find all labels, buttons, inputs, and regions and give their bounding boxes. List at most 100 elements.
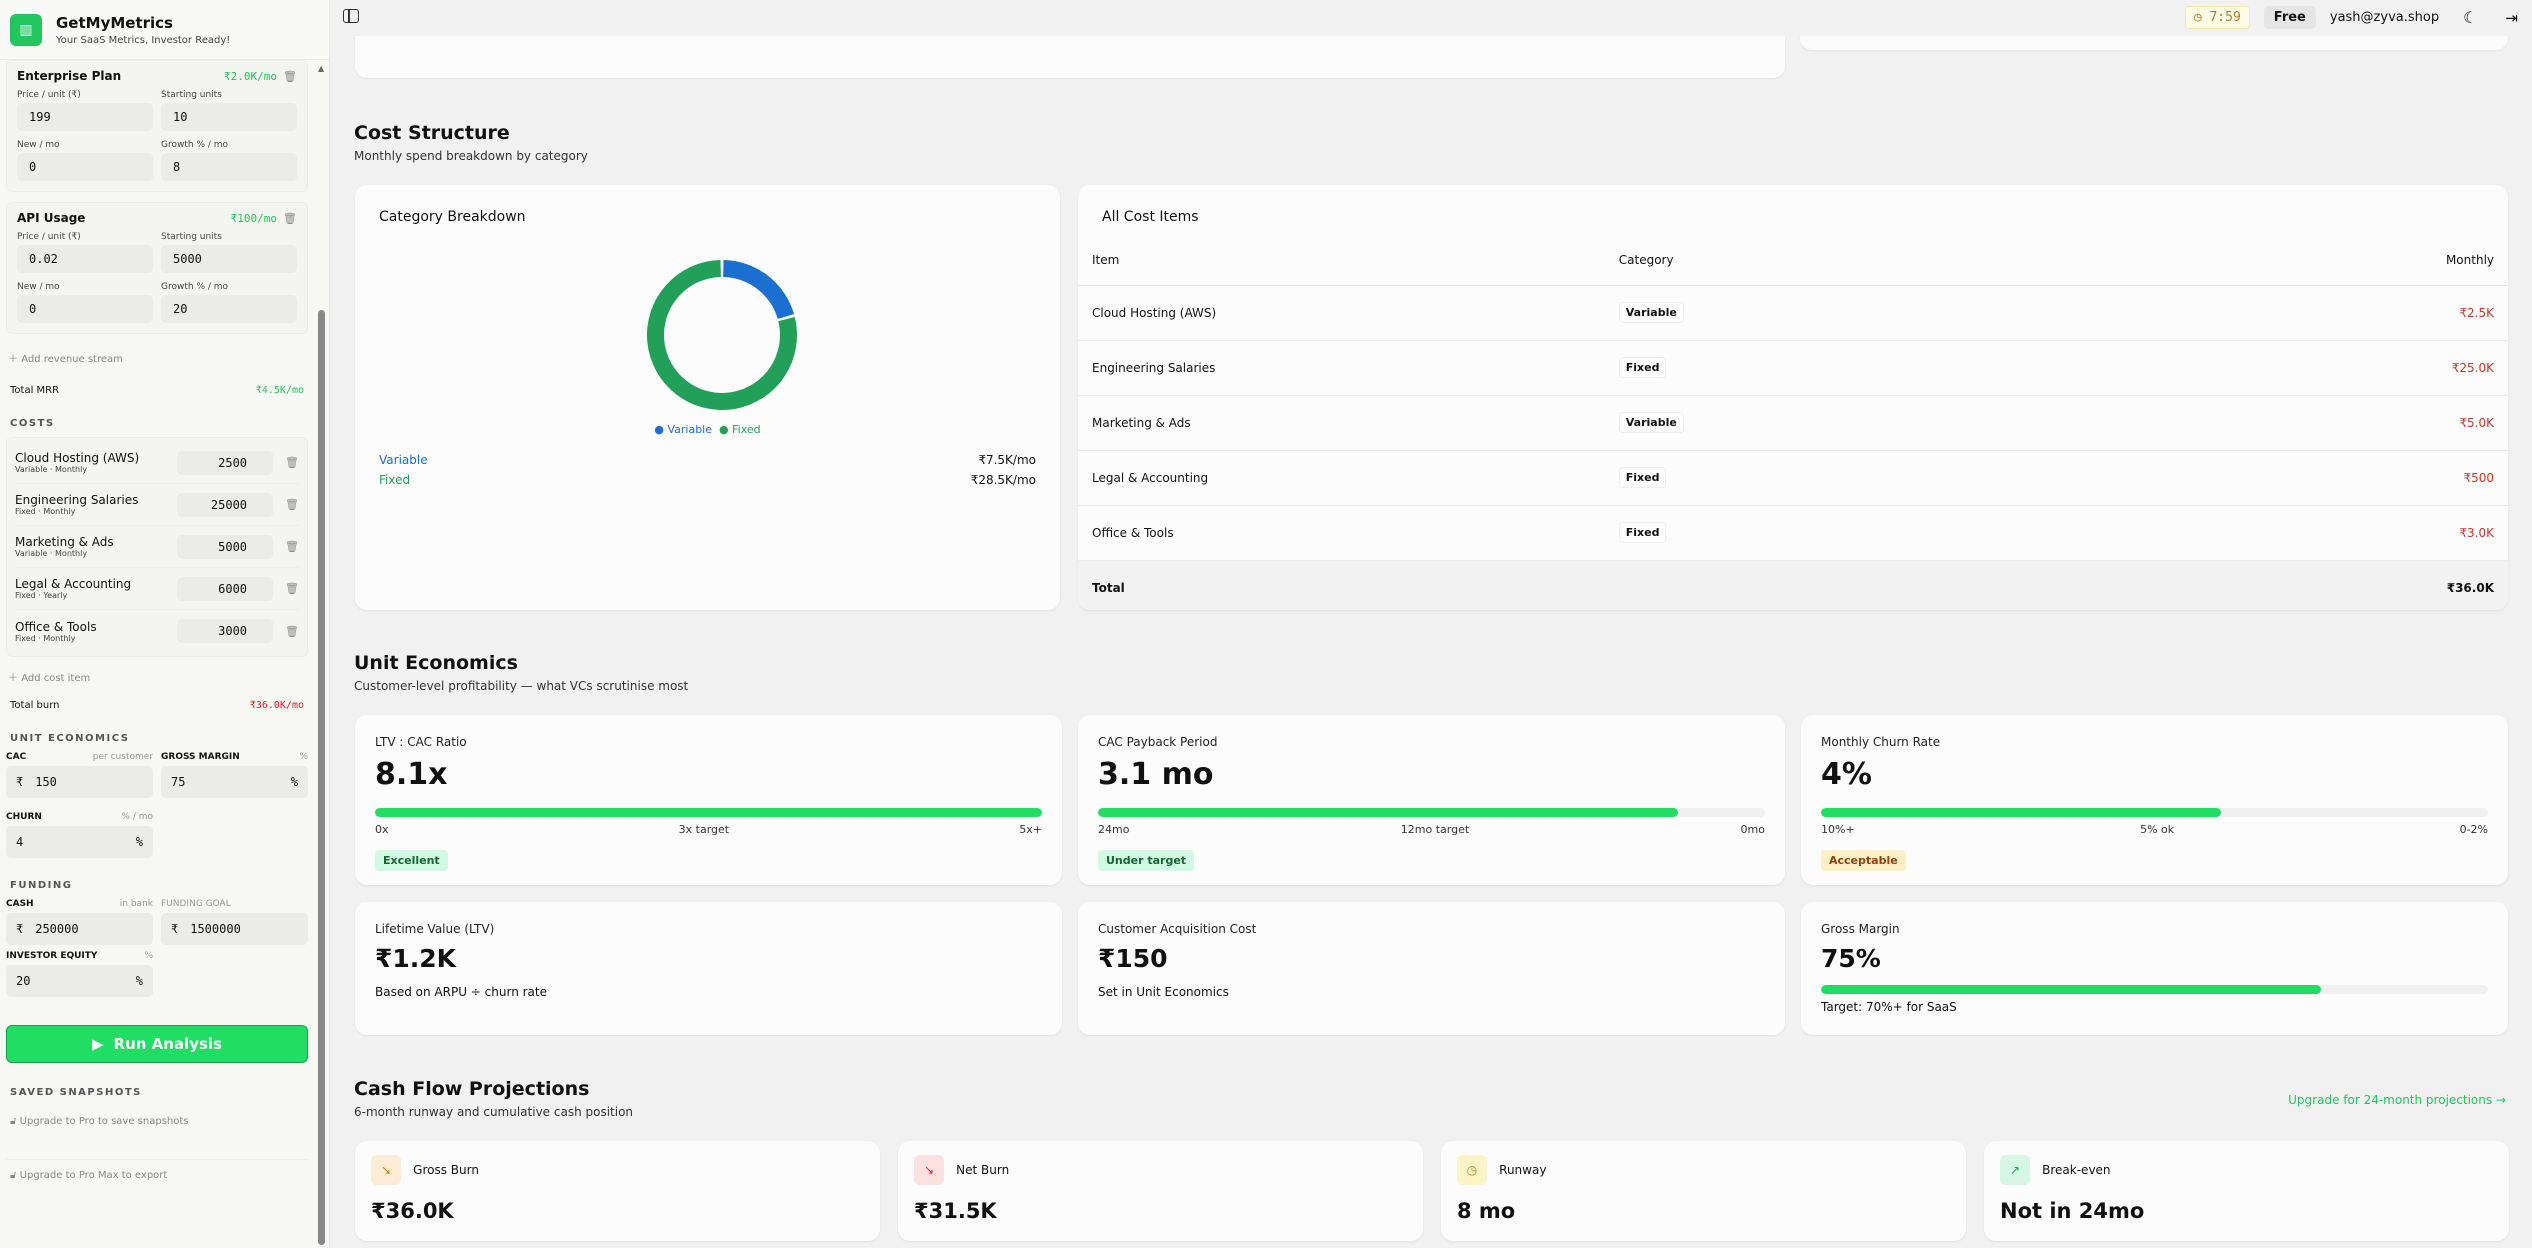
cash-flow-label: Runway xyxy=(1499,1163,1547,1177)
toggle-sidebar-icon[interactable] xyxy=(343,9,359,23)
cash-flow-card: ↘ Gross Burn ₹36.0K xyxy=(355,1141,880,1241)
category-badge: Fixed xyxy=(1618,467,1667,488)
metric-note: Target: 70%+ for SaaS xyxy=(1821,1000,1957,1014)
sidebar-scrollbar[interactable] xyxy=(318,310,325,1245)
trash-icon[interactable]: 🗑︎ xyxy=(283,69,297,83)
metric-card: LTV : CAC Ratio 8.1x 0x 3x target 5x+ Exce… xyxy=(355,715,1062,885)
dark-mode-moon-icon[interactable]: ☾ xyxy=(2463,8,2478,27)
cost-name: Marketing & Ads xyxy=(15,535,114,549)
metric-label: Monthly Churn Rate xyxy=(1821,735,1941,749)
metric-label: CAC Payback Period xyxy=(1098,735,1218,749)
category-totals: Variable ₹7.5K/mo Fixed ₹28.5K/mo xyxy=(379,450,1036,490)
cash-flow-card: ↗ Break-even Not in 24mo xyxy=(1984,1141,2509,1241)
lock-icon: 🔓︎ xyxy=(10,1170,17,1181)
price-input[interactable]: 199 xyxy=(17,103,153,131)
costs-heading: COSTS xyxy=(10,418,55,429)
col-item: Item xyxy=(1078,235,1605,286)
trash-icon[interactable]: 🗑︎ xyxy=(285,624,299,638)
add-cost-item-button[interactable]: ＋ Add cost item xyxy=(8,673,91,684)
cost-list: Cloud Hosting (AWS) Variable · Monthly 250… xyxy=(6,437,308,657)
cash-flow-label: Net Burn xyxy=(956,1163,1010,1177)
cost-amount-input[interactable]: 3000 xyxy=(177,619,274,643)
item-name: Engineering Salaries xyxy=(1078,340,1605,396)
total-mrr-label: Total MRR xyxy=(10,385,60,396)
total-burn-value: ₹36.0K/mo xyxy=(249,700,304,711)
cash-flow-value: Not in 24mo xyxy=(2000,1199,2145,1223)
metric-card: Lifetime Value (LTV) ₹1.2K Based on ARPU… xyxy=(355,902,1062,1035)
add-revenue-stream-button[interactable]: ＋ Add revenue stream xyxy=(8,354,123,365)
unit-economics-subtitle: Customer-level profitability — what VCs … xyxy=(354,679,689,693)
metric-value: 3.1 mo xyxy=(1098,757,1214,792)
stream-name: Enterprise Plan xyxy=(17,69,122,83)
clock-icon: ◷ xyxy=(1457,1155,1487,1185)
new-per-month-input[interactable]: 0 xyxy=(17,153,153,181)
metric-label: Lifetime Value (LTV) xyxy=(375,922,495,936)
metric-label: Customer Acquisition Cost xyxy=(1098,922,1257,936)
churn-input[interactable]: 4% xyxy=(6,826,153,858)
export-upgrade-label: Upgrade to Pro Max to export xyxy=(19,1170,168,1181)
trash-icon[interactable]: 🗑︎ xyxy=(285,582,299,595)
cost-amount-input[interactable]: 2500 xyxy=(177,450,274,475)
investor-equity-input[interactable]: 20% xyxy=(6,965,153,997)
cost-meta: Fixed · Monthly xyxy=(15,633,76,643)
trash-icon[interactable]: 🗑︎ xyxy=(283,211,297,225)
cac-label: CAC xyxy=(6,752,27,762)
tick-label: 3x target xyxy=(678,823,730,836)
growth-label: Growth % / mo xyxy=(161,282,229,292)
new-label: New / mo xyxy=(17,140,60,150)
cost-item: Engineering Salaries Fixed · Monthly 25000… xyxy=(15,484,299,526)
funding-goal-input[interactable]: ₹1500000 xyxy=(161,913,308,945)
export-upgrade-link[interactable]: 🔓︎ Upgrade to Pro Max to export xyxy=(6,1159,308,1191)
trash-icon[interactable]: 🗑︎ xyxy=(285,540,299,553)
gross-margin-suffix: % xyxy=(290,775,298,789)
gross-margin-input[interactable]: 75% xyxy=(161,766,308,798)
cash-hint: in bank xyxy=(119,899,153,909)
revenue-stream-card: API Usage ₹100/mo 🗑︎ Price / unit (₹) 0.02 … xyxy=(6,202,308,334)
funding-heading: FUNDING xyxy=(10,880,73,891)
gross-margin-label: GROSS MARGIN xyxy=(161,752,240,762)
top-bar: ◷ 7:59 Free yash@zyva.shop ☾ ⇥ xyxy=(331,0,2532,36)
cash-input[interactable]: ₹250000 xyxy=(6,913,153,945)
gross-margin-hint: % xyxy=(299,752,308,762)
equity-suffix: % xyxy=(135,974,143,988)
cost-amount-input[interactable]: 25000 xyxy=(177,492,274,517)
cash-label: CASH xyxy=(6,899,34,909)
metric-note: Set in Unit Economics xyxy=(1098,985,1229,999)
cost-amount-input[interactable]: 5000 xyxy=(177,534,274,559)
upgrade-projections-link[interactable]: Upgrade for 24-month projections → xyxy=(2288,1093,2506,1107)
scroll-up-arrow[interactable]: ▲ xyxy=(318,64,325,73)
table-row: Office & Tools Fixed ₹3.0K xyxy=(1078,505,2508,561)
cash-flow-value: 8 mo xyxy=(1457,1199,1516,1223)
app-name: GetMyMetrics xyxy=(56,13,173,32)
growth-input[interactable]: 20 xyxy=(161,295,297,323)
units-label: Starting units xyxy=(161,90,222,100)
goal-prefix: ₹ xyxy=(171,922,179,936)
metric-progress-bar xyxy=(1821,808,2488,817)
cost-item: Marketing & Ads Variable · Monthly 5000 🗑︎ xyxy=(15,526,299,568)
trash-icon[interactable]: 🗑︎ xyxy=(285,456,299,469)
gross-margin-bar xyxy=(1821,985,2488,994)
metric-label: Gross Margin xyxy=(1821,922,1900,936)
progress-fill xyxy=(375,808,1042,817)
logout-icon[interactable]: ⇥ xyxy=(2505,8,2518,27)
progress-fill xyxy=(1821,985,2322,994)
cac-hint: per customer xyxy=(92,752,153,762)
cost-amount-input[interactable]: 6000 xyxy=(177,576,274,601)
total-value: ₹36.0K xyxy=(2244,560,2508,610)
category-breakdown-card: Category Breakdown ● Variable ● Fixed Va… xyxy=(355,185,1060,610)
price-input[interactable]: 0.02 xyxy=(17,245,153,273)
trash-icon[interactable]: 🗑︎ xyxy=(285,498,299,511)
tick-label: 12mo target xyxy=(1400,823,1470,836)
units-input[interactable]: 10 xyxy=(161,103,297,131)
total-burn-label: Total burn xyxy=(10,700,60,711)
cac-input[interactable]: ₹150 xyxy=(6,766,153,798)
growth-input[interactable]: 8 xyxy=(161,153,297,181)
item-name: Office & Tools xyxy=(1078,505,1605,561)
cost-structure-title: Cost Structure xyxy=(354,122,510,144)
new-per-month-input[interactable]: 0 xyxy=(17,295,153,323)
snapshots-upgrade-link[interactable]: 🔓︎ Upgrade to Pro to save snapshots xyxy=(6,1106,308,1137)
run-analysis-button[interactable]: ▶ Run Analysis xyxy=(6,1025,308,1063)
status-badge: Excellent xyxy=(375,850,448,871)
units-input[interactable]: 5000 xyxy=(161,245,297,273)
cash-flow-subtitle: 6-month runway and cumulative cash posit… xyxy=(354,1105,634,1119)
